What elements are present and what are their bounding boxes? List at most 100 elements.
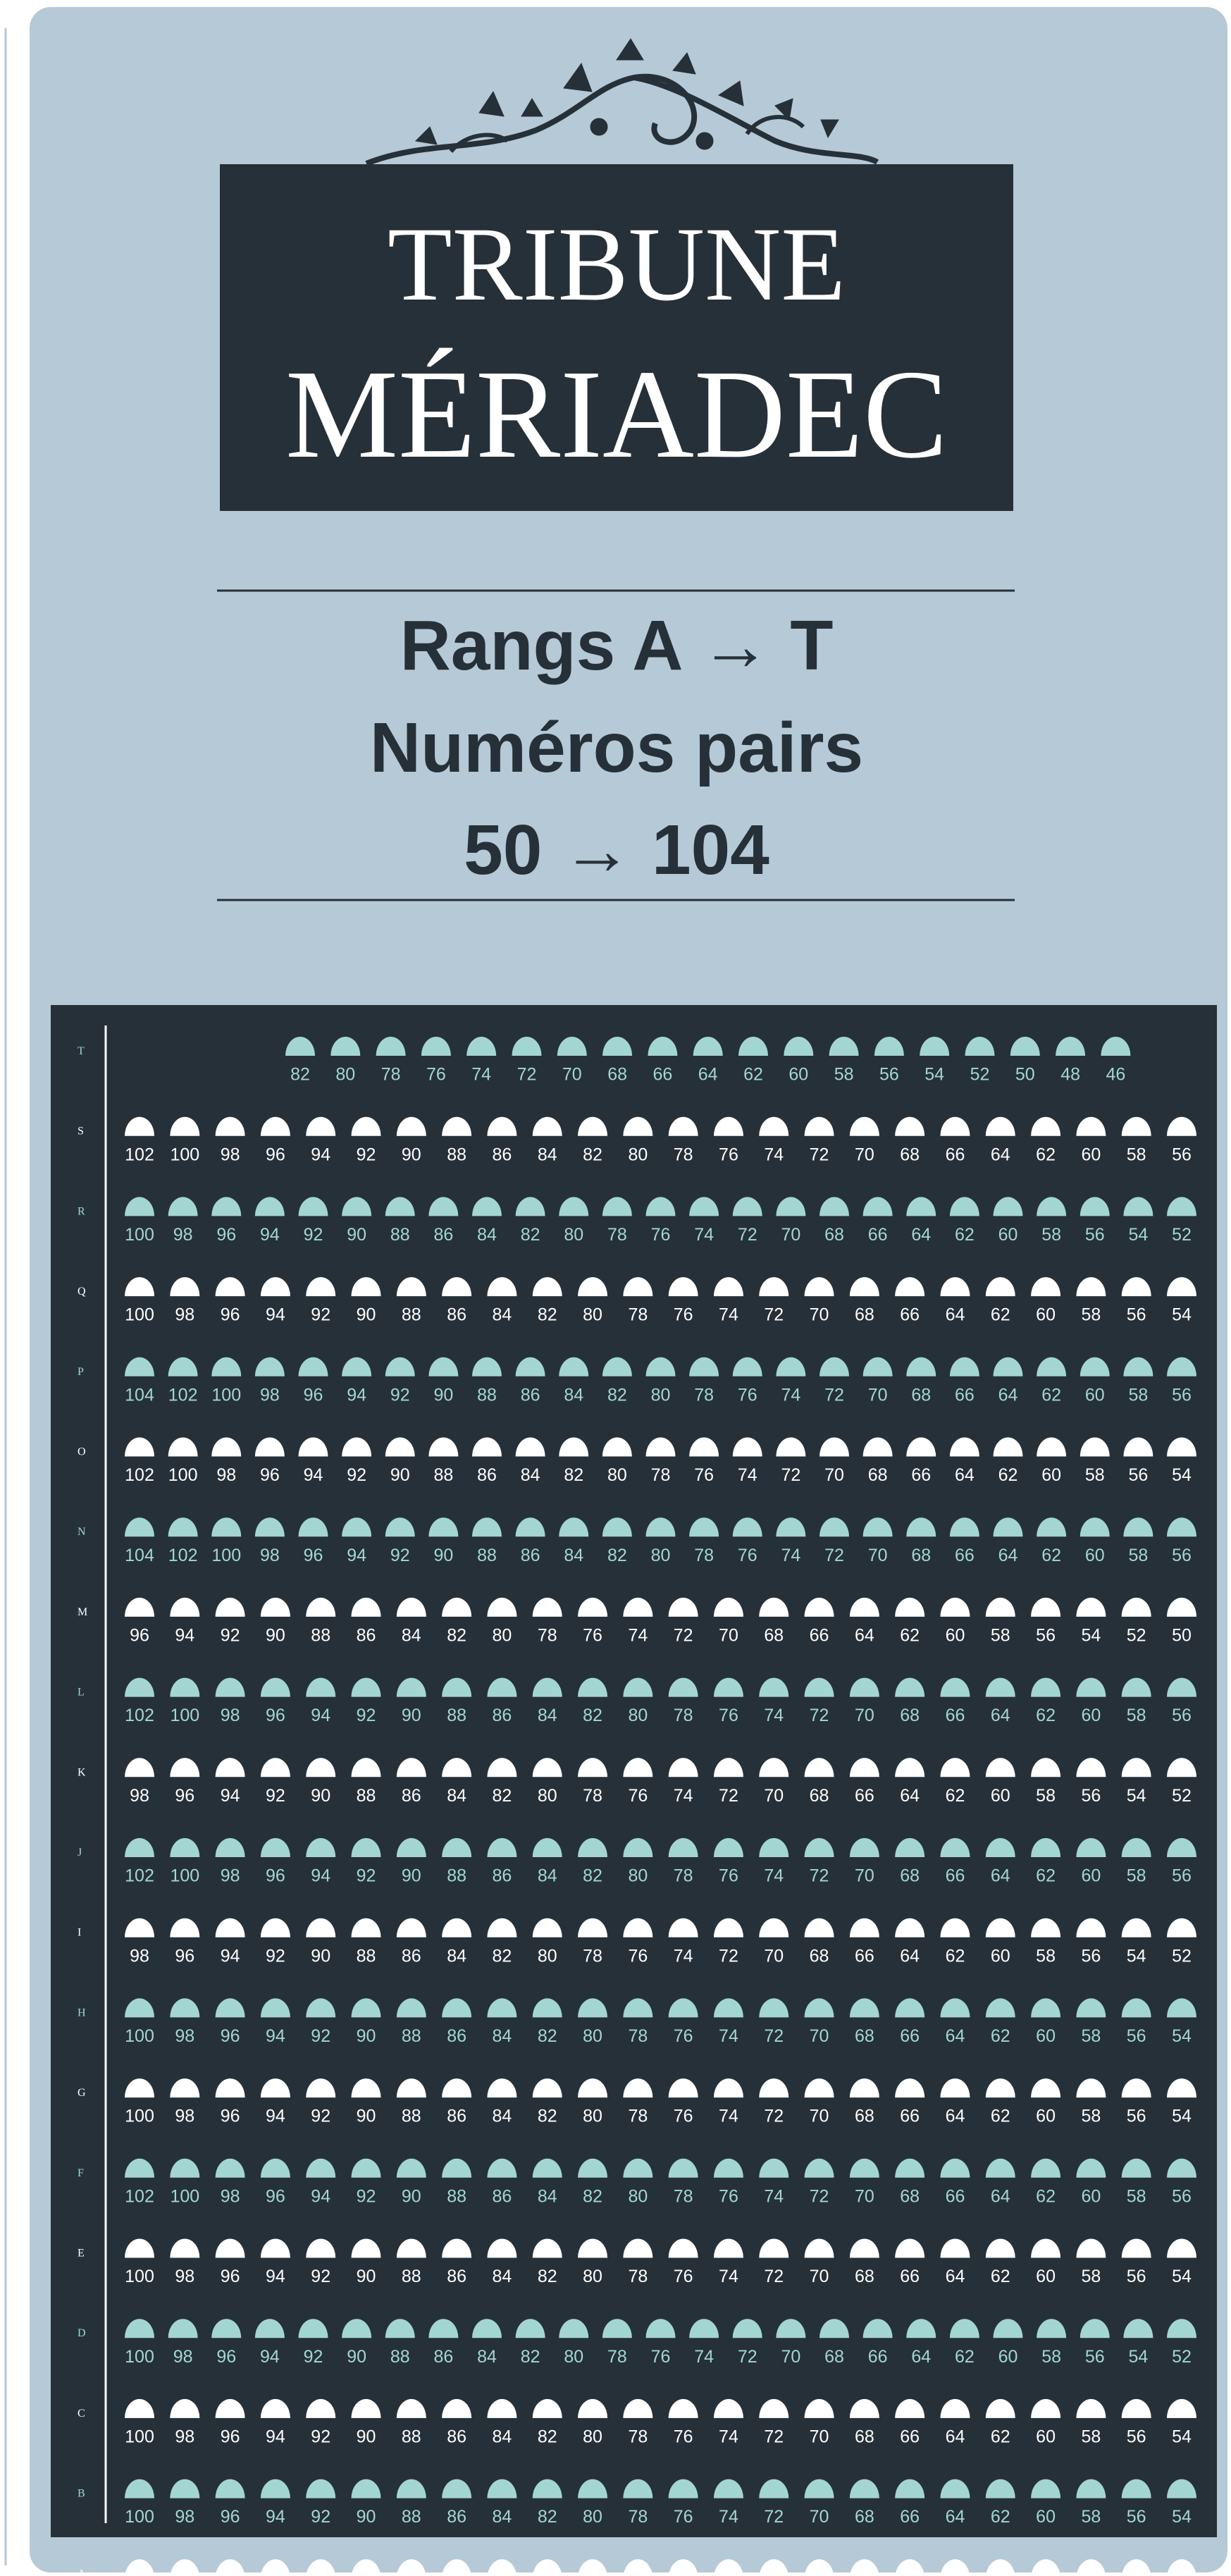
- seat-number: 58: [1081, 2026, 1101, 2046]
- seat-number: 90: [357, 1305, 376, 1325]
- seat-number: 72: [719, 1946, 738, 1966]
- seat-number: 96: [216, 2347, 236, 2367]
- seat-number: 74: [719, 2427, 738, 2447]
- seat-number: 66: [900, 2267, 920, 2286]
- seat-number: 72: [674, 1626, 693, 1646]
- seat-number: 86: [493, 1866, 512, 1886]
- seat-number: 72: [764, 2427, 784, 2447]
- seat-number: 70: [781, 2347, 800, 2367]
- seat-number: 94: [260, 2347, 280, 2367]
- seat-number: 78: [607, 1225, 627, 1245]
- seat-number: 48: [1060, 1065, 1080, 1085]
- seat-number: 98: [130, 1786, 149, 1806]
- seat-number: 80: [583, 1305, 602, 1325]
- subtitle-line: Numéros pairs: [370, 708, 863, 787]
- seat-number: 58: [1127, 2186, 1146, 2206]
- seat-number: 78: [381, 1065, 401, 1085]
- seat-number: 82: [538, 2427, 557, 2447]
- seat-number: 94: [311, 1866, 330, 1886]
- seat-number: 60: [1036, 2507, 1056, 2527]
- seat-number: 76: [694, 1465, 714, 1485]
- seat-number: 70: [719, 1626, 738, 1646]
- seat-number: 60: [1081, 1866, 1101, 1886]
- row-label: F: [78, 2167, 84, 2179]
- seat-number: 76: [674, 2507, 693, 2527]
- seat-number: 72: [719, 1786, 738, 1806]
- seat-number: 62: [1036, 2186, 1056, 2206]
- seat-number: 68: [900, 1145, 920, 1164]
- seat-number: 60: [1036, 1305, 1056, 1325]
- seat-number: 64: [991, 2186, 1010, 2206]
- seat-number: 78: [628, 2267, 648, 2286]
- seat-number: 78: [583, 1946, 602, 1966]
- seat-number: 90: [266, 1626, 285, 1646]
- seat-number: 100: [168, 1465, 198, 1485]
- seat-number: 82: [538, 2267, 557, 2286]
- seat-number: 100: [170, 1706, 199, 1725]
- seat-number: 56: [1172, 1385, 1192, 1405]
- seat-number: 62: [991, 2267, 1010, 2286]
- seat-number: 86: [447, 2507, 466, 2527]
- seat-number: 78: [694, 1546, 714, 1565]
- seat-number: 104: [125, 1385, 154, 1405]
- seat-number: 54: [1172, 2107, 1192, 2126]
- seat-number: 92: [311, 2507, 330, 2527]
- seat-number: 58: [1081, 2427, 1101, 2447]
- seat-number: 68: [868, 1465, 888, 1485]
- seat-number: 66: [855, 1786, 874, 1806]
- seat-number: 96: [266, 1866, 285, 1886]
- row-label: N: [78, 1526, 86, 1538]
- seat-number: 98: [221, 1145, 240, 1164]
- seat-number: 96: [304, 1385, 323, 1405]
- seat-number: 90: [311, 1946, 330, 1966]
- seat-number: 62: [946, 1946, 965, 1966]
- seat-number: 52: [1172, 1225, 1192, 1245]
- seat-number: 60: [991, 1786, 1010, 1806]
- seat-number: 66: [810, 1626, 829, 1646]
- seat-number: 90: [402, 2186, 421, 2206]
- seat-number: 80: [628, 2186, 648, 2206]
- seat-number: 62: [946, 1786, 965, 1806]
- seat-number: 56: [1081, 1946, 1101, 1966]
- seat-number: 84: [493, 2267, 512, 2286]
- seat-number: 96: [266, 1145, 285, 1164]
- seat-number: 98: [260, 1385, 280, 1405]
- seat-number: 90: [402, 1145, 421, 1164]
- seat-number: 68: [824, 1225, 844, 1245]
- seat-number: 92: [266, 1786, 285, 1806]
- seat-number: 100: [125, 2427, 154, 2447]
- row-label: E: [78, 2248, 85, 2260]
- seat-number: 100: [125, 2347, 154, 2367]
- seat-number: 76: [426, 1065, 446, 1085]
- seat-number: 94: [221, 1786, 240, 1806]
- seat-number: 88: [477, 1385, 497, 1405]
- seat-number: 60: [1036, 2026, 1056, 2046]
- seat-number: 66: [911, 1465, 931, 1485]
- title-line: TRIBUNE: [388, 206, 846, 323]
- seat-number: 86: [477, 1465, 497, 1485]
- seat-number: 66: [946, 1866, 965, 1886]
- seat-number: 58: [991, 1626, 1010, 1646]
- seat-number: 58: [1127, 1145, 1146, 1164]
- seat-number: 72: [810, 2186, 829, 2206]
- seat-number: 82: [583, 2186, 602, 2206]
- seat-number: 56: [1172, 1866, 1192, 1886]
- seat-number: 74: [764, 1706, 784, 1725]
- seat-number: 100: [125, 1305, 154, 1325]
- seat-number: 82: [521, 2347, 540, 2367]
- seat-number: 94: [266, 2107, 285, 2126]
- seat-number: 60: [998, 2347, 1018, 2367]
- seat-number: 64: [955, 1465, 975, 1485]
- seat-number: 64: [855, 1626, 874, 1646]
- seat-number: 64: [946, 2507, 965, 2527]
- seat-number: 56: [1127, 1305, 1146, 1325]
- seat-number: 90: [311, 1786, 330, 1806]
- seat-number: 62: [991, 2427, 1010, 2447]
- seat-number: 90: [357, 2026, 376, 2046]
- seat-number: 94: [311, 2186, 330, 2206]
- seat-number: 62: [991, 2507, 1010, 2527]
- seat-number: 78: [628, 2507, 648, 2527]
- seat-number: 58: [1081, 1305, 1101, 1325]
- seat-number: 58: [1036, 1786, 1056, 1806]
- seat-number: 70: [824, 1465, 844, 1485]
